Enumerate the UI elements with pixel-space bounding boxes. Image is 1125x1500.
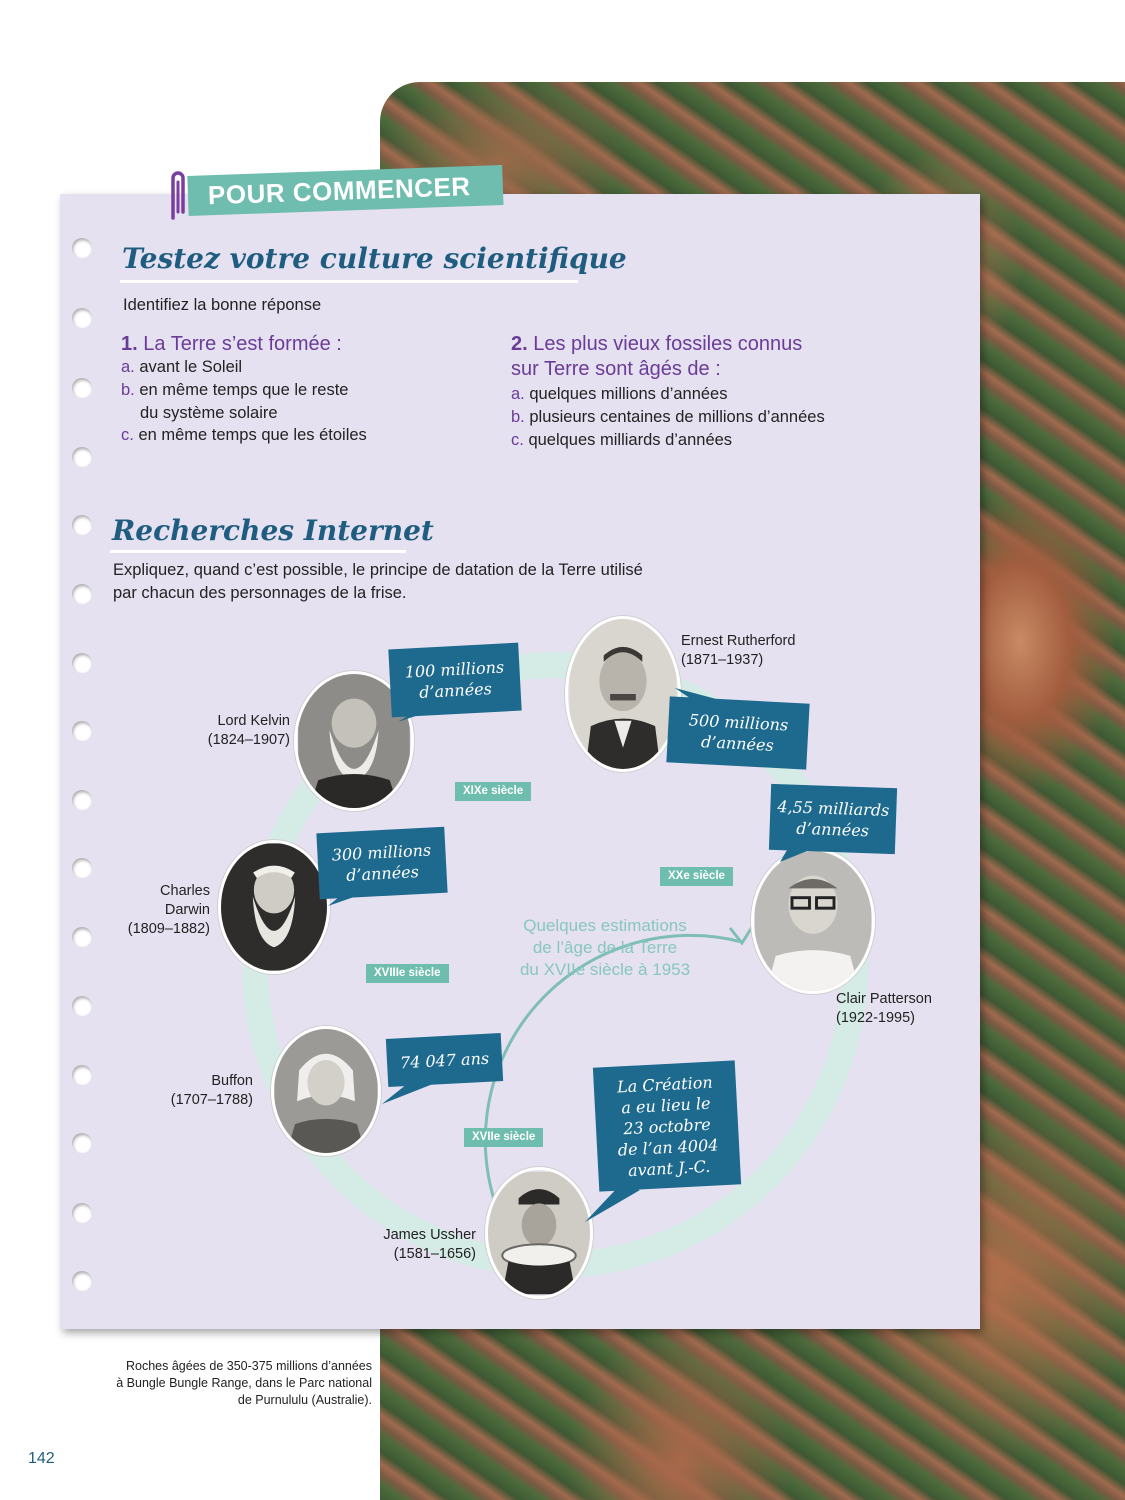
- title-underline: [110, 550, 406, 553]
- binder-hole: [72, 858, 92, 878]
- instruction-line-2: par chacun des personnages de la frise.: [113, 584, 407, 602]
- q2-option-a: a. quelques millions d’années: [511, 385, 728, 403]
- binder-hole: [72, 927, 92, 947]
- question-2-title-cont: sur Terre sont âgés de :: [511, 358, 721, 380]
- q1-option-a: a. avant le Soleil: [121, 358, 243, 376]
- question-2-title: 2. Les plus vieux fossiles connus: [511, 333, 803, 355]
- q1-option-b-cont: du système solaire: [140, 404, 278, 422]
- binder-hole: [72, 1271, 92, 1291]
- portrait-rutherford: [565, 616, 681, 772]
- estimate-bubble-ussher: La Création a eu lieu le 23 octobre de l…: [592, 1060, 742, 1192]
- binder-hole: [72, 1065, 92, 1085]
- binder-hole: [72, 238, 92, 258]
- binder-hole: [72, 447, 92, 467]
- century-label-17: XVIIe siècle: [464, 1128, 544, 1147]
- portrait-kelvin: [294, 671, 414, 811]
- question-1-title: 1. La Terre s’est formée :: [121, 333, 342, 355]
- q2-option-c: c. quelques milliards d’années: [511, 431, 733, 449]
- portrait-buffon: [271, 1026, 381, 1156]
- binder-hole: [72, 996, 92, 1016]
- q1-option-c: c. en même temps que les étoiles: [121, 426, 367, 444]
- timeline-center-text: Quelques estimations de l’âge de la Terr…: [519, 916, 691, 979]
- name-buffon: Buffon (1707–1788): [170, 1073, 253, 1108]
- name-ussher: James Ussher (1581–1656): [383, 1227, 476, 1262]
- name-patterson: Clair Patterson (1922-1995): [836, 991, 932, 1026]
- paperclip-icon: [171, 171, 185, 220]
- q2-option-b: b. plusieurs centaines de millions d’ann…: [511, 408, 825, 426]
- estimate-bubble-kelvin: 100 millions d’années: [388, 642, 522, 718]
- banner-label: POUR COMMENCER: [207, 170, 472, 210]
- name-darwin: Charles Darwin (1809–1882): [127, 883, 210, 937]
- estimate-bubble-darwin: 300 millions d’années: [316, 826, 448, 900]
- binder-hole: [72, 515, 92, 535]
- binder-hole: [72, 1133, 92, 1153]
- binder-hole: [72, 653, 92, 673]
- name-rutherford: Ernest Rutherford (1871–1937): [681, 633, 796, 668]
- instruction-line-1: Expliquez, quand c’est possible, le prin…: [113, 561, 643, 579]
- q1-option-b: b. en même temps que le reste: [121, 381, 349, 399]
- portrait-patterson: [751, 848, 875, 994]
- century-label-18: XVIIIe siècle: [366, 964, 449, 983]
- name-kelvin: Lord Kelvin (1824–1907): [207, 713, 290, 748]
- century-label-19: XIXe siècle: [455, 782, 532, 801]
- binder-hole: [72, 1203, 92, 1223]
- binder-hole: [72, 790, 92, 810]
- title-underline: [120, 280, 578, 283]
- portrait-ussher: [485, 1167, 593, 1299]
- page-number: 142: [28, 1450, 55, 1467]
- binder-hole: [72, 721, 92, 741]
- estimate-bubble-patterson: 4,55 milliards d’années: [768, 783, 898, 855]
- section-title-internet: Recherches Internet: [112, 514, 434, 547]
- portrait-darwin: [218, 840, 330, 974]
- estimate-bubble-buffon: 74 047 ans: [385, 1033, 504, 1087]
- century-label-20: XXe siècle: [660, 867, 733, 886]
- section-title-culture: Testez votre culture scientifique: [122, 242, 627, 275]
- photo-caption: Roches âgées de 350-375 millions d’année…: [116, 1359, 372, 1407]
- instruction-text: Identifiez la bonne réponse: [123, 296, 322, 314]
- binder-hole: [72, 584, 92, 604]
- estimate-bubble-rutherford: 500 millions d’années: [666, 696, 810, 770]
- binder-hole: [72, 308, 92, 328]
- binder-hole: [72, 378, 92, 398]
